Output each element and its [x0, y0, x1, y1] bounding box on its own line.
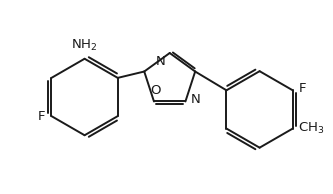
Text: F: F [298, 82, 306, 95]
Text: CH$_3$: CH$_3$ [298, 121, 325, 136]
Text: N: N [191, 93, 201, 106]
Text: NH$_2$: NH$_2$ [71, 38, 98, 53]
Text: N: N [156, 55, 166, 68]
Text: O: O [151, 84, 161, 97]
Text: F: F [38, 110, 46, 123]
